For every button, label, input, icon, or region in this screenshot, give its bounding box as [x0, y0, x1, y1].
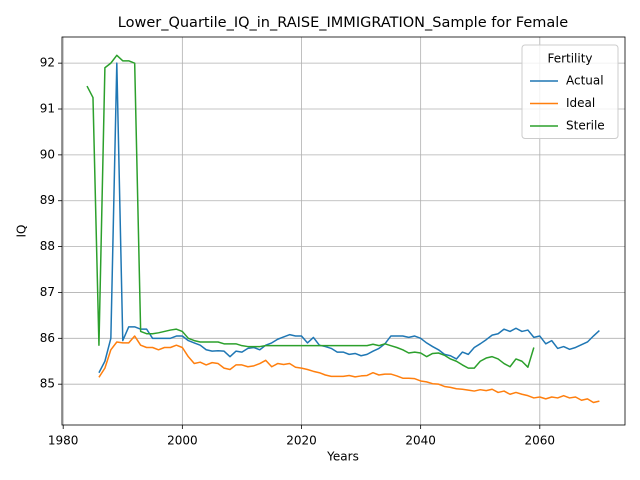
plot-frame — [61, 36, 626, 426]
series-line — [98, 62, 600, 374]
legend-label: Actual — [566, 74, 604, 88]
x-axis-label: Years — [326, 450, 359, 464]
legend-title: Fertility — [547, 52, 592, 66]
legend-label: Sterile — [566, 119, 605, 133]
x-tick-label: 2060 — [525, 434, 556, 448]
y-tick-label: 92 — [40, 56, 55, 70]
series-line — [98, 335, 600, 404]
y-tick-label: 90 — [40, 147, 55, 161]
series-line — [86, 54, 535, 369]
y-tick-label: 89 — [40, 193, 55, 207]
y-tick-label: 88 — [40, 239, 55, 253]
x-tick-label: 2000 — [167, 434, 198, 448]
y-tick-label: 91 — [40, 102, 55, 116]
y-axis-label: IQ — [15, 225, 29, 238]
x-tick-label: 2020 — [286, 434, 317, 448]
legend-box — [521, 44, 619, 139]
y-tick-label: 87 — [40, 285, 55, 299]
legend-label: Ideal — [566, 96, 595, 110]
x-tick-label: 1980 — [48, 434, 79, 448]
y-tick-label: 85 — [40, 377, 55, 391]
x-tick-label: 2040 — [405, 434, 436, 448]
chart-title: Lower_Quartile_IQ_in_RAISE_IMMIGRATION_S… — [118, 15, 569, 31]
y-tick-label: 86 — [40, 331, 55, 345]
